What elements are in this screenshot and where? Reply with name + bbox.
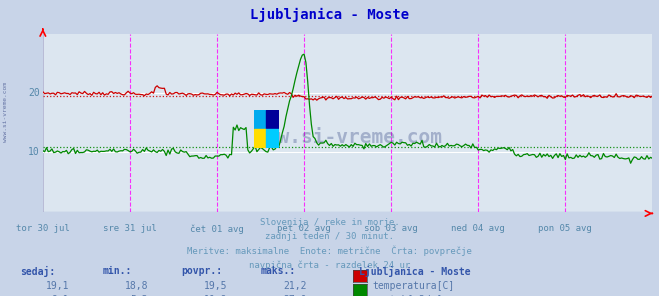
Text: tor 30 jul: tor 30 jul: [16, 224, 70, 233]
Text: min.:: min.:: [102, 266, 132, 276]
Text: povpr.:: povpr.:: [181, 266, 222, 276]
Text: pet 02 avg: pet 02 avg: [277, 224, 331, 233]
Text: temperatura[C]: temperatura[C]: [372, 281, 455, 291]
Text: 10,9: 10,9: [204, 295, 227, 296]
Text: sedaj:: sedaj:: [20, 266, 55, 277]
Bar: [266, 129, 279, 148]
Text: Ljubljanica - Moste: Ljubljanica - Moste: [359, 266, 471, 277]
Bar: [266, 110, 279, 129]
Text: čet 01 avg: čet 01 avg: [190, 224, 244, 234]
Text: 5,3: 5,3: [130, 295, 148, 296]
Text: ned 04 avg: ned 04 avg: [451, 224, 505, 233]
Text: 18,8: 18,8: [125, 281, 148, 291]
Text: maks.:: maks.:: [260, 266, 295, 276]
Bar: [254, 110, 266, 129]
Bar: [254, 129, 266, 148]
Text: Slovenija / reke in morje.: Slovenija / reke in morje.: [260, 218, 399, 226]
Text: 19,1: 19,1: [45, 281, 69, 291]
Text: 19,5: 19,5: [204, 281, 227, 291]
Text: 10: 10: [28, 147, 40, 157]
Text: Ljubljanica - Moste: Ljubljanica - Moste: [250, 7, 409, 22]
Text: pretok[m3/s]: pretok[m3/s]: [372, 295, 443, 296]
Text: zadnji teden / 30 minut.: zadnji teden / 30 minut.: [265, 232, 394, 241]
Text: sob 03 avg: sob 03 avg: [364, 224, 418, 233]
Text: navpična črta - razdelek 24 ur: navpična črta - razdelek 24 ur: [249, 260, 410, 270]
Text: 9,1: 9,1: [51, 295, 69, 296]
Text: 20: 20: [28, 88, 40, 98]
Text: 21,2: 21,2: [283, 281, 306, 291]
Text: www.si-vreme.com: www.si-vreme.com: [3, 83, 8, 142]
Text: Meritve: maksimalne  Enote: metrične  Črta: povprečje: Meritve: maksimalne Enote: metrične Črta…: [187, 246, 472, 256]
Text: sre 31 jul: sre 31 jul: [103, 224, 157, 233]
Text: www.si-vreme.com: www.si-vreme.com: [254, 128, 442, 147]
Text: 27,0: 27,0: [283, 295, 306, 296]
Text: pon 05 avg: pon 05 avg: [538, 224, 592, 233]
